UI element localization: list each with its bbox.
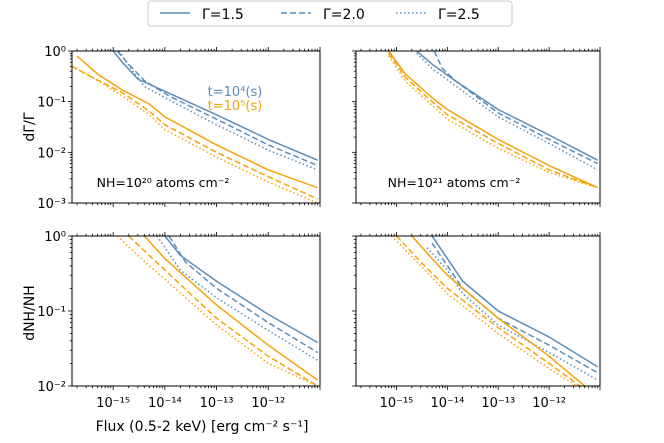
axes-frame-top-left bbox=[71, 50, 321, 204]
nh-annotation-right: NH=10²¹ atoms cm⁻² bbox=[388, 175, 521, 190]
axes-frame-bottom-left bbox=[71, 235, 321, 387]
legend-label-3: Γ=2.5 bbox=[438, 7, 480, 23]
xlabel: Flux (0.5-2 keV) [erg cm⁻² s⁻¹] bbox=[96, 419, 309, 435]
series-top-left-5 bbox=[72, 65, 318, 203]
ylabel-bottom: dNH/NH bbox=[22, 285, 38, 341]
y-tick-label: 10⁻² bbox=[37, 146, 66, 161]
x-tick-label: 10⁻¹⁴ bbox=[430, 396, 464, 411]
x-tick-label: 10⁻¹³ bbox=[481, 396, 515, 411]
y-tick-label: 10⁻² bbox=[37, 380, 66, 395]
series-top-right-4 bbox=[387, 52, 598, 189]
nh-annotation-left: NH=10²⁰ atoms cm⁻² bbox=[97, 175, 230, 190]
series-bottom-right-1 bbox=[431, 242, 599, 374]
series-top-left-3 bbox=[76, 55, 318, 189]
series-bottom-left-4 bbox=[128, 236, 318, 386]
legend-label-2: Γ=2.0 bbox=[323, 7, 365, 23]
x-tick-label: 10⁻¹² bbox=[251, 396, 285, 411]
series-top-right-1 bbox=[433, 51, 599, 165]
series-bottom-right-4 bbox=[395, 236, 581, 386]
ticks-bottom-right bbox=[352, 232, 601, 390]
ylabel-top: dΓ/Γ bbox=[22, 112, 38, 141]
series-bottom-left-0 bbox=[164, 236, 318, 344]
x-tick-label: 10⁻¹³ bbox=[200, 396, 234, 411]
series-bottom-right-2 bbox=[426, 247, 599, 381]
series-bottom-left-5 bbox=[116, 236, 318, 386]
series-bottom-left-3 bbox=[143, 236, 319, 381]
y-tick-label: 10⁰ bbox=[44, 45, 66, 60]
panel-top-right bbox=[352, 47, 601, 207]
axes-frame-top-right bbox=[355, 50, 601, 204]
legend-label-1: Γ=1.5 bbox=[202, 7, 244, 23]
x-tick-label: 10⁻¹⁵ bbox=[380, 396, 414, 411]
axes-frame-bottom-right bbox=[355, 235, 601, 387]
series-bottom-right-3 bbox=[411, 236, 586, 386]
series-top-left-2 bbox=[118, 51, 318, 171]
y-tick-label: 10⁰ bbox=[44, 230, 66, 245]
series-bottom-right-5 bbox=[391, 236, 578, 386]
y-tick-label: 10⁻¹ bbox=[37, 96, 66, 111]
x-tick-label: 10⁻¹⁴ bbox=[148, 396, 182, 411]
legend-frame bbox=[147, 0, 513, 27]
panel-bottom-right: 10⁻¹⁵ 10⁻¹⁴ 10⁻¹³ 10⁻¹² bbox=[352, 232, 601, 411]
x-tick-label: 10⁻¹⁵ bbox=[96, 396, 130, 411]
series-bottom-right-0 bbox=[431, 236, 599, 368]
series-top-right-5 bbox=[387, 55, 598, 189]
panel-bottom-left: 10⁰ 10⁻¹ 10⁻² 10⁻¹⁵ 10⁻¹⁴ 10⁻¹³ 10⁻¹² bbox=[37, 230, 321, 411]
y-tick-label: 10⁻¹ bbox=[37, 305, 66, 320]
legend: Γ=1.5 Γ=2.0 Γ=2.5 bbox=[147, 0, 513, 27]
panel-top-left: 10⁰ 10⁻¹ 10⁻² 10⁻³ bbox=[37, 45, 321, 212]
ticks-top-right bbox=[352, 47, 601, 207]
series-top-right-3 bbox=[387, 51, 599, 189]
series-top-right-0 bbox=[416, 51, 599, 161]
series-top-left-0 bbox=[112, 51, 318, 161]
time-legend-1e4: t=10⁴(s) bbox=[208, 85, 263, 100]
time-legend-1e5: t=10⁵(s) bbox=[208, 99, 263, 114]
ticks-bottom-left bbox=[68, 232, 321, 390]
x-tick-label: 10⁻¹² bbox=[532, 396, 566, 411]
y-tick-label: 10⁻³ bbox=[37, 197, 66, 212]
series-bottom-left-1 bbox=[168, 236, 318, 354]
